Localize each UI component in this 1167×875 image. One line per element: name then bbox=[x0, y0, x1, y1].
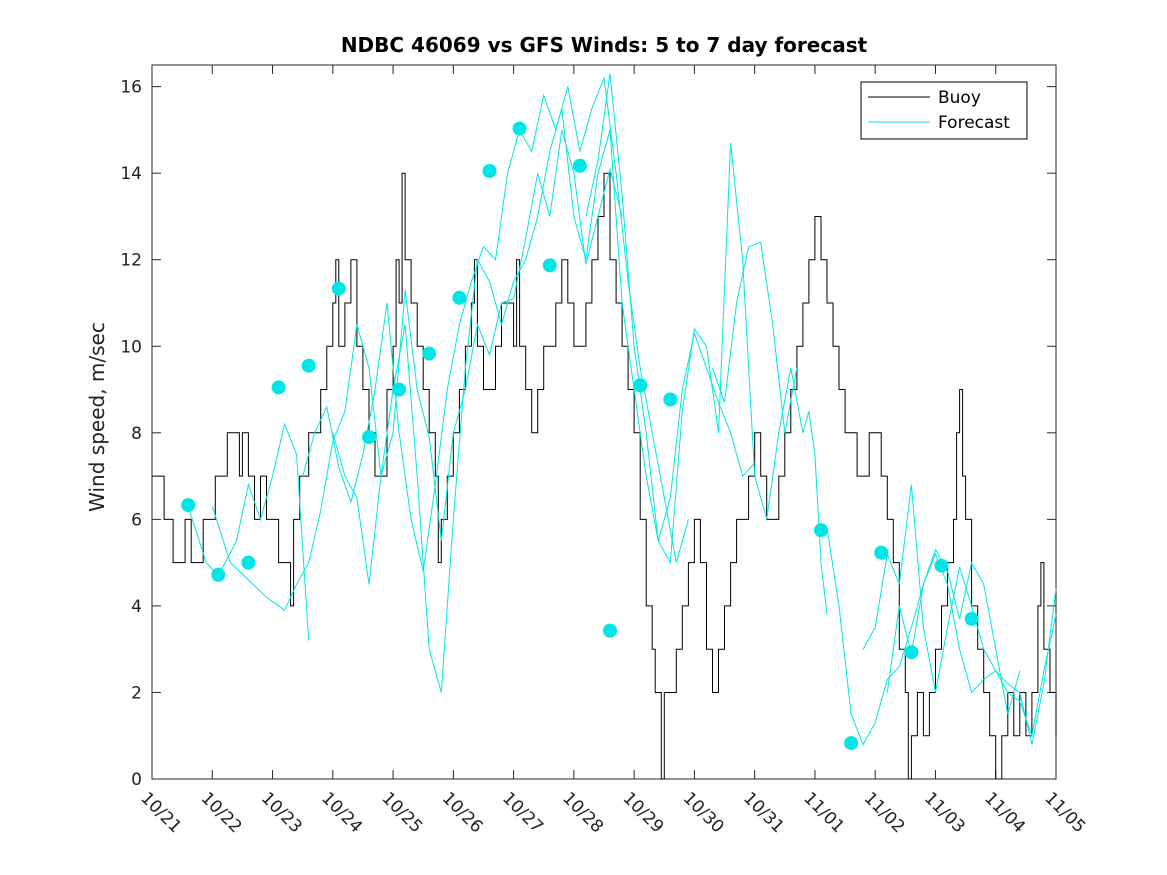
forecast-point bbox=[964, 611, 979, 626]
forecast-point bbox=[181, 498, 196, 513]
legend-forecast-label: Forecast bbox=[938, 113, 1010, 133]
y-tick-label: 14 bbox=[120, 164, 142, 184]
y-tick-label: 12 bbox=[120, 251, 142, 271]
forecast-point bbox=[814, 523, 828, 538]
y-axis-label: Wind speed, m/sec bbox=[85, 322, 109, 512]
plot-frame bbox=[151, 64, 1057, 780]
y-tick-label: 8 bbox=[131, 424, 142, 444]
y-tick-label: 2 bbox=[131, 683, 142, 703]
chart-title: NDBC 46069 vs GFS Winds: 5 to 7 day fore… bbox=[341, 33, 868, 57]
forecast-point bbox=[241, 555, 256, 570]
forecast-point bbox=[904, 645, 919, 660]
forecast-point bbox=[331, 281, 346, 296]
forecast-series-line bbox=[712, 241, 798, 433]
forecast-series-line bbox=[187, 422, 310, 641]
forecast-point bbox=[362, 430, 376, 445]
legend: Buoy Forecast bbox=[860, 81, 1028, 140]
axis-ticks bbox=[151, 65, 1057, 780]
forecast-point bbox=[633, 378, 648, 393]
buoy-series-line bbox=[152, 172, 1057, 780]
legend-buoy-label: Buoy bbox=[938, 88, 981, 108]
forecast-point bbox=[663, 392, 678, 407]
forecast-point bbox=[603, 623, 617, 638]
y-tick-label: 10 bbox=[120, 337, 142, 357]
legend-box bbox=[860, 81, 1028, 140]
forecast-point bbox=[211, 567, 226, 582]
y-tick-label: 6 bbox=[131, 510, 142, 530]
forecast-point bbox=[874, 545, 889, 560]
series-layer bbox=[152, 73, 1057, 780]
forecast-point bbox=[301, 358, 316, 373]
y-tick-label: 16 bbox=[120, 78, 142, 98]
y-axis-tick-labels: 0 2 4 6 8 10 12 14 16 bbox=[120, 78, 142, 790]
forecast-series-line bbox=[332, 108, 756, 693]
forecast-series-line bbox=[585, 73, 828, 615]
forecast-point bbox=[542, 258, 557, 273]
forecast-point bbox=[271, 380, 286, 395]
forecast-point bbox=[482, 164, 497, 178]
y-tick-label: 4 bbox=[131, 597, 142, 617]
forecast-series-line bbox=[211, 129, 623, 611]
plot-area bbox=[151, 64, 1057, 780]
forecast-point bbox=[844, 736, 859, 751]
forecast-series-line bbox=[862, 484, 1057, 745]
forecast-point bbox=[512, 121, 527, 136]
forecast-point bbox=[422, 346, 437, 361]
forecast-point bbox=[934, 558, 949, 573]
y-tick-label: 0 bbox=[131, 770, 142, 790]
forecast-point bbox=[572, 158, 587, 173]
forecast-point bbox=[392, 382, 407, 397]
forecast-point bbox=[452, 290, 467, 305]
